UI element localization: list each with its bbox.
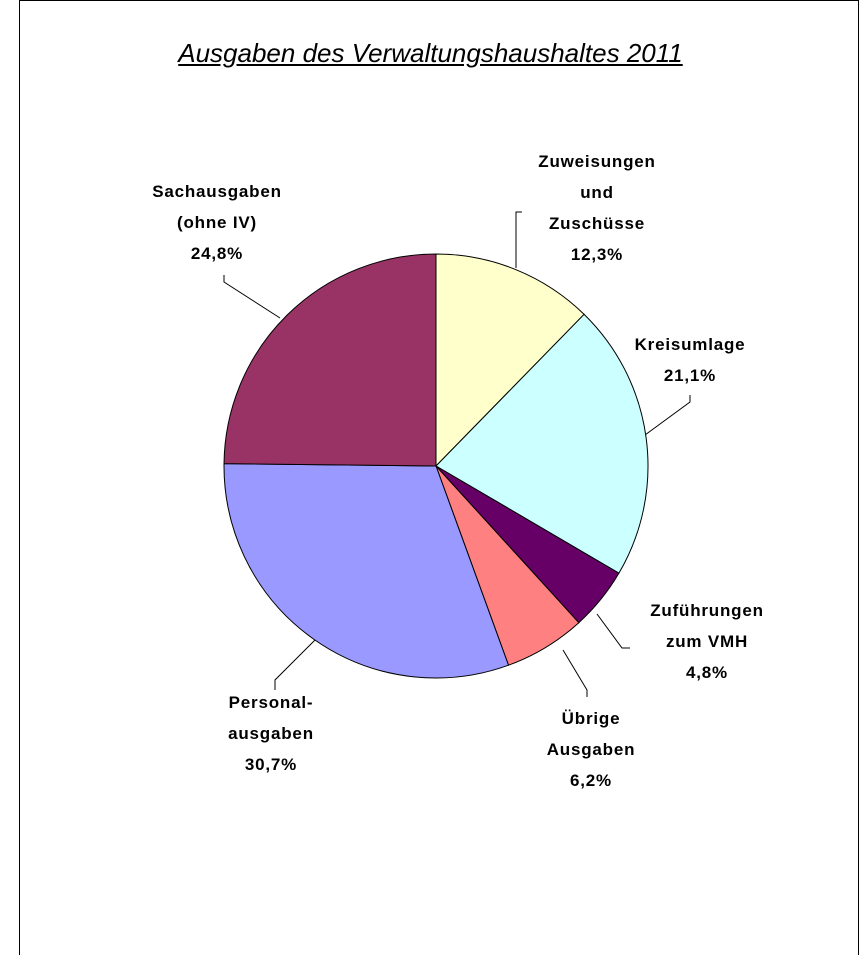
value-label: 21,1% [663, 366, 717, 385]
slice-label: Personal- ausgaben 30,7% [228, 687, 314, 780]
chart-title: Ausgaben des Verwaltungshaushaltes 2011 [178, 38, 683, 68]
value-label: 12,3% [570, 245, 624, 264]
pie-slice [435, 253, 585, 468]
slice-label: Übrige Ausgaben 6,2% [547, 703, 636, 796]
category-label: Zuweisungen und Zuschüsse [538, 152, 656, 233]
value-label: 4,8% [686, 663, 728, 682]
category-label: Zuführungen zum VMH [650, 601, 764, 651]
category-label: Personal- ausgaben [228, 693, 314, 743]
slice-label: Kreisumlage 21,1% [635, 329, 746, 391]
chart-frame [19, 0, 859, 955]
slice-label: Sachausgaben (ohne IV) 24,8% [152, 176, 282, 269]
leader-line [515, 211, 522, 268]
value-label: 6,2% [570, 771, 612, 790]
pie-slice [223, 463, 510, 679]
leader-lines [223, 211, 691, 697]
category-label: Übrige Ausgaben [546, 709, 636, 759]
category-label: Kreisumlage [634, 335, 746, 354]
pie-slice [223, 253, 437, 467]
leader-line [644, 395, 691, 436]
value-label: 24,8% [190, 244, 244, 263]
leader-line [562, 649, 588, 697]
pie-slice [435, 313, 649, 574]
slice-label: Zuweisungen und Zuschüsse 12,3% [538, 146, 655, 270]
slice-label: Zuführungen zum VMH 4,8% [650, 595, 764, 688]
leader-line [223, 275, 281, 319]
value-label: 30,7% [244, 755, 298, 774]
category-label: Sachausgaben (ohne IV) [152, 182, 282, 232]
leader-line [274, 624, 331, 690]
leader-line [596, 613, 630, 649]
